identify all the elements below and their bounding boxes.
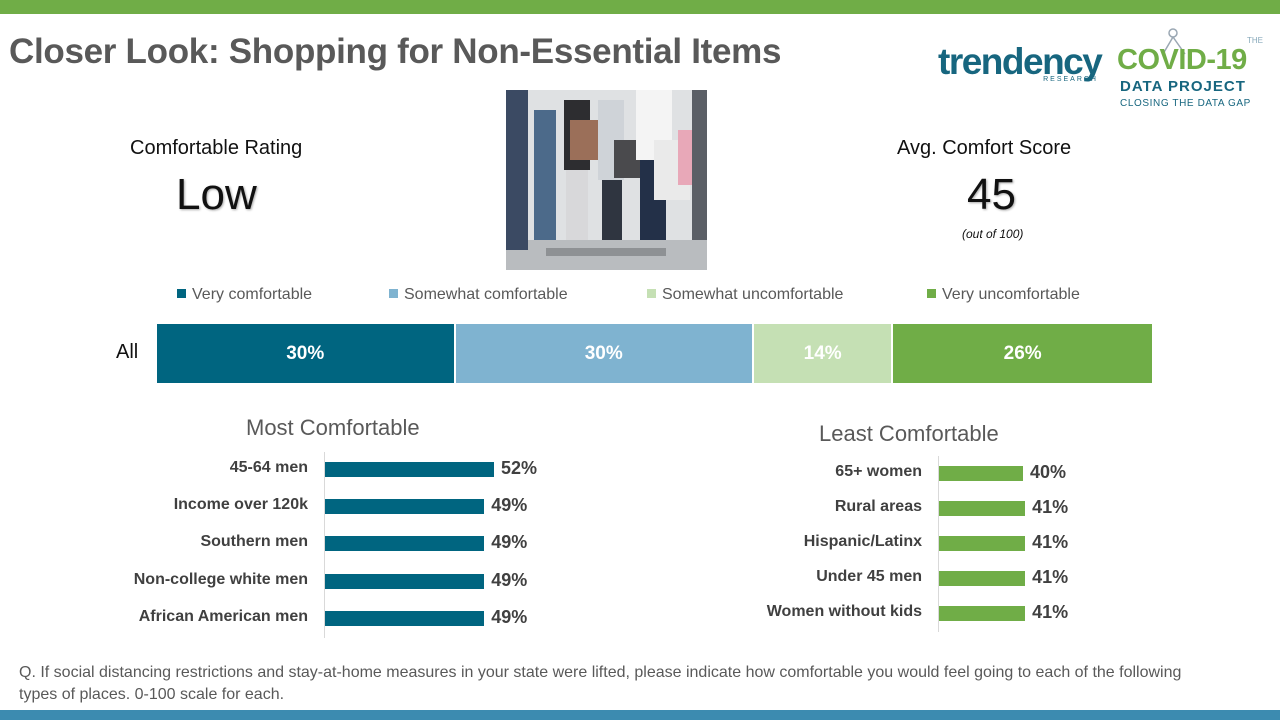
least-comfortable-category-label: Women without kids <box>766 603 922 620</box>
covid-logo-the: THE <box>1247 36 1263 45</box>
most-comfortable-bar <box>325 610 485 626</box>
most-comfortable-bar <box>325 536 485 552</box>
least-comfortable-value-label: 40% <box>1030 462 1067 482</box>
least-comfortable-category-label: 65+ women <box>835 463 922 480</box>
most-comfortable-value-label: 52% <box>501 458 538 478</box>
legend-item-somewhat-uncomfortable: Somewhat uncomfortable <box>647 286 843 304</box>
stacked-segment-label: 30% <box>584 342 623 364</box>
most-comfortable-title: Most Comfortable <box>246 415 420 440</box>
trendency-logo: trendency RESEARCH <box>938 42 1104 86</box>
shoppers-photo <box>506 90 707 270</box>
most-comfortable-category-label: 45-64 men <box>229 459 308 476</box>
least-comfortable-value-label: 41% <box>1032 567 1069 587</box>
stacked-segment-somewhat-uncomfortable: 14% <box>754 324 894 383</box>
most-comfortable-value-label: 49% <box>491 606 528 627</box>
most-comfortable-category-label: Southern men <box>200 533 308 551</box>
covid-logo-network-icon <box>1162 28 1186 55</box>
score-value: 45 <box>967 170 1016 219</box>
most-comfortable-axis-line <box>324 452 325 638</box>
most-comfortable-bar <box>325 462 494 477</box>
page-title: Closer Look: Shopping for Non-Essential … <box>9 32 782 71</box>
most-comfortable-category-label: Non-college white men <box>133 570 308 588</box>
legend-label-somewhat-uncomfortable: Somewhat uncomfortable <box>662 286 844 303</box>
score-label: Avg. Comfort Score <box>897 137 1072 159</box>
trendency-logo-sub: RESEARCH <box>1043 76 1098 83</box>
legend-swatch-very-uncomfortable <box>927 289 936 298</box>
legend-label-very-comfortable: Very comfortable <box>192 286 313 303</box>
covid-logo-tagline: CLOSING THE DATA GAP <box>1120 98 1251 109</box>
bottom-accent-bar <box>0 710 1280 720</box>
most-comfortable-category-label: Income over 120k <box>173 496 308 514</box>
legend-item-very-uncomfortable: Very uncomfortable <box>927 286 1080 304</box>
stacked-segment-very-comfortable: 30% <box>157 324 456 383</box>
stacked-bar-legend: Very comfortable Somewhat comfortable So… <box>0 286 1280 308</box>
legend-swatch-very-comfortable <box>177 289 186 298</box>
least-comfortable-axis-line <box>938 456 939 632</box>
covid-logo-sub: DATA PROJECT <box>1120 78 1246 95</box>
most-comfortable-bar <box>325 573 485 589</box>
legend-label-somewhat-comfortable: Somewhat comfortable <box>404 286 568 303</box>
stacked-segment-label: 30% <box>286 342 325 364</box>
stacked-segment-very-uncomfortable: 26% <box>893 324 1152 383</box>
legend-item-somewhat-comfortable: Somewhat comfortable <box>389 286 568 304</box>
least-comfortable-category-label: Hispanic/Latinx <box>803 533 922 550</box>
score-note: (out of 100) <box>962 227 1024 241</box>
least-comfortable-category-label: Rural areas <box>834 498 922 515</box>
most-comfortable-category-label: African American men <box>138 607 308 625</box>
legend-label-very-uncomfortable: Very uncomfortable <box>942 286 1080 303</box>
covid-data-project-logo: THE COVID-19 DATA PROJECT CLOSING THE DA… <box>1117 28 1273 114</box>
survey-question-footnote: Q. If social distancing restrictions and… <box>19 664 1182 703</box>
least-comfortable-value-label: 41% <box>1032 532 1069 552</box>
least-comfortable-bar <box>939 606 1026 621</box>
stacked-segment-label: 14% <box>803 342 842 364</box>
rating-value: Low <box>176 170 257 219</box>
legend-item-very-comfortable: Very comfortable <box>177 286 312 304</box>
least-comfortable-bar <box>939 466 1023 481</box>
legend-swatch-somewhat-uncomfortable <box>647 289 656 298</box>
most-comfortable-value-label: 49% <box>491 569 528 590</box>
top-accent-bar <box>0 0 1280 14</box>
legend-swatch-somewhat-comfortable <box>389 289 398 298</box>
least-comfortable-title: Least Comfortable <box>819 421 999 446</box>
trendency-logo-word: trendency <box>938 41 1103 82</box>
stacked-segment-label: 26% <box>1003 342 1042 364</box>
covid-logo-title: COVID-19 <box>1117 44 1247 76</box>
stacked-bar-all: 30% 30% 14% 26% <box>157 324 1152 383</box>
least-comfortable-bar <box>939 536 1026 551</box>
most-comfortable-value-label: 49% <box>491 495 528 516</box>
shoppers-illustration <box>506 90 707 270</box>
least-comfortable-category-label: Under 45 men <box>816 568 922 585</box>
most-comfortable-bar <box>325 499 485 515</box>
least-comfortable-bar <box>939 501 1026 516</box>
stacked-segment-somewhat-comfortable: 30% <box>455 324 754 383</box>
stacked-bar-category-label: All <box>116 341 139 363</box>
most-comfortable-value-label: 49% <box>491 532 528 553</box>
least-comfortable-value-label: 41% <box>1032 497 1069 517</box>
least-comfortable-value-label: 41% <box>1032 602 1069 622</box>
least-comfortable-bar <box>939 571 1026 586</box>
rating-label: Comfortable Rating <box>130 137 303 159</box>
